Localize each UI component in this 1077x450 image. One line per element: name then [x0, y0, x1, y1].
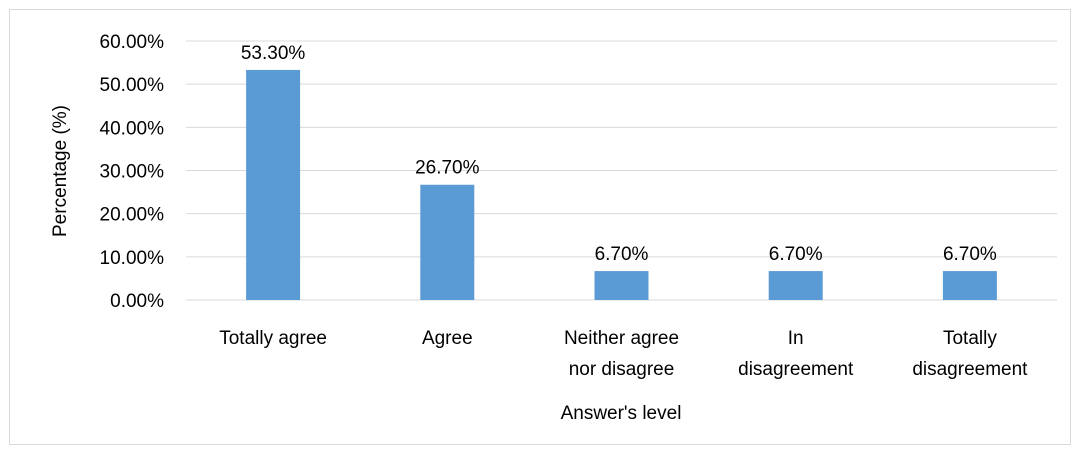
x-axis-ticks: Totally agree Agree Neither agree nor disag…	[219, 328, 1028, 380]
data-label: 6.70%	[943, 244, 997, 265]
x-tick-label: Agree	[422, 328, 473, 349]
y-tick-label: 30.00%	[100, 162, 165, 183]
x-tick-label: Neither agree nor disagree	[564, 328, 679, 380]
x-tick-label: In disagreement	[738, 328, 854, 380]
bar	[420, 184, 475, 300]
data-label: 26.70%	[415, 158, 480, 179]
x-tick-label: Totally disagreement	[912, 328, 1028, 380]
data-label: 6.70%	[769, 244, 823, 265]
chart-frame	[9, 9, 1071, 445]
data-labels: 53.30% 26.70% 6.70% 6.70% 6.70%	[241, 43, 997, 265]
y-tick-label: 40.00%	[100, 118, 165, 139]
y-tick-label: 20.00%	[100, 205, 165, 226]
y-tick-label: 50.00%	[100, 75, 165, 96]
x-tick-label: Totally agree	[219, 328, 327, 349]
data-label: 6.70%	[595, 244, 649, 265]
x-axis-title: Answer's level	[561, 403, 682, 424]
bar	[768, 271, 823, 300]
data-label: 53.30%	[241, 43, 306, 64]
y-tick-label: 10.00%	[100, 248, 165, 269]
y-tick-label: 0.00%	[110, 291, 164, 312]
y-axis-title: Percentage (%)	[50, 105, 71, 237]
bar	[942, 271, 997, 300]
bars	[246, 69, 997, 301]
y-axis-ticks: 0.00% 10.00% 20.00% 30.00% 40.00% 50.00% 60.00…	[100, 32, 165, 312]
y-tick-label: 60.00%	[100, 32, 165, 53]
bar	[594, 271, 649, 300]
bar	[246, 69, 301, 301]
gridlines	[186, 40, 1057, 301]
